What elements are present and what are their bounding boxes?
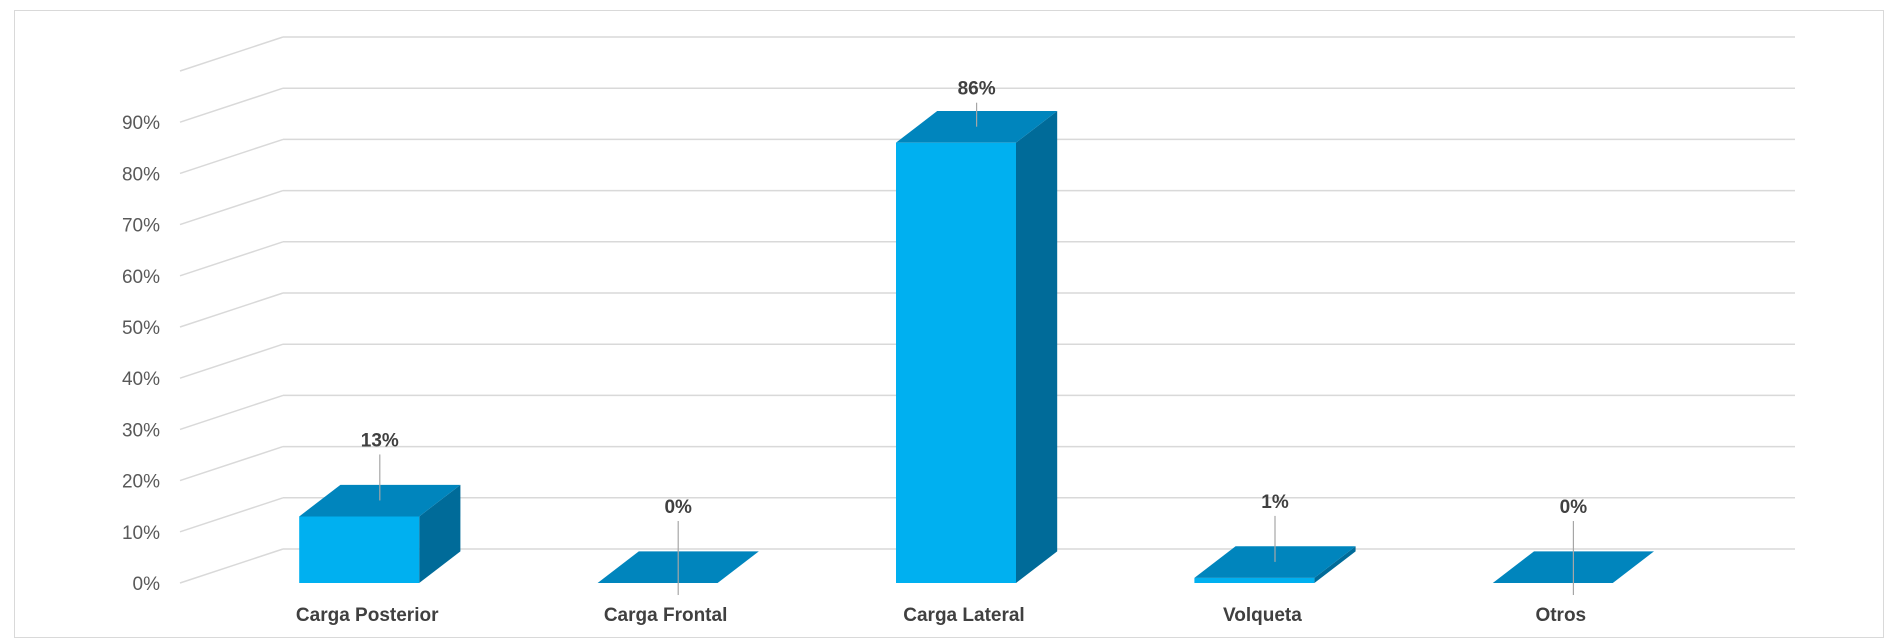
- gridline-diagonal: [179, 548, 284, 584]
- y-tick-label: 50%: [122, 318, 160, 339]
- bar-top: [896, 111, 1058, 143]
- data-label: 86%: [958, 79, 996, 100]
- data-label: 0%: [664, 497, 692, 518]
- data-label: 1%: [1261, 492, 1289, 513]
- x-tick-label: Carga Frontal: [604, 605, 728, 626]
- gridline-diagonal: [179, 343, 284, 379]
- bar-front: [299, 516, 420, 583]
- y-tick-label: 30%: [122, 420, 160, 441]
- y-axis: 0% 10% 20% 30% 40% 50% 60% 70% 80% 90%: [122, 113, 160, 595]
- y-tick-label: 90%: [122, 113, 160, 134]
- gridline-diagonal: [179, 189, 284, 226]
- gridline-diagonal: [179, 394, 284, 431]
- y-tick-label: 70%: [122, 216, 160, 237]
- gridline-diagonal: [179, 241, 284, 277]
- bar-front: [896, 142, 1016, 583]
- gridline-diagonal: [179, 87, 284, 123]
- gridline-diagonal: [179, 36, 284, 72]
- y-tick-label: 0%: [133, 574, 161, 595]
- y-tick-label: 40%: [122, 369, 160, 390]
- x-tick-label: Volqueta: [1223, 605, 1302, 626]
- gridline-diagonal: [179, 138, 284, 175]
- bar-carga-lateral: [896, 111, 1058, 583]
- gridline-diagonal: [179, 292, 284, 328]
- bar-carga-posterior: [299, 484, 461, 583]
- bar-top: [1194, 546, 1356, 578]
- data-label: 0%: [1560, 497, 1588, 518]
- bar-front: [1194, 577, 1315, 583]
- bar-top: [299, 484, 461, 517]
- bar-side: [1314, 546, 1356, 583]
- gridline-diagonal: [179, 445, 284, 482]
- y-tick-label: 20%: [122, 472, 160, 493]
- bar-side: [1016, 111, 1058, 583]
- y-tick-label: 10%: [122, 523, 160, 544]
- x-axis: Carga Posterior Carga Frontal Carga Latera…: [296, 605, 1586, 626]
- x-tick-label: Carga Lateral: [903, 605, 1024, 626]
- bars: [299, 111, 1654, 583]
- y-tick-label: 80%: [122, 164, 160, 185]
- gridline-diagonal: [179, 497, 284, 533]
- data-label: 13%: [361, 430, 399, 451]
- x-tick-label: Carga Posterior: [296, 605, 439, 626]
- bar-volqueta: [1194, 546, 1356, 583]
- bar-side: [419, 484, 461, 583]
- x-tick-label: Otros: [1535, 605, 1586, 626]
- y-tick-label: 60%: [122, 267, 160, 288]
- data-labels: 13% 0% 86% 1% 0%: [361, 79, 1588, 596]
